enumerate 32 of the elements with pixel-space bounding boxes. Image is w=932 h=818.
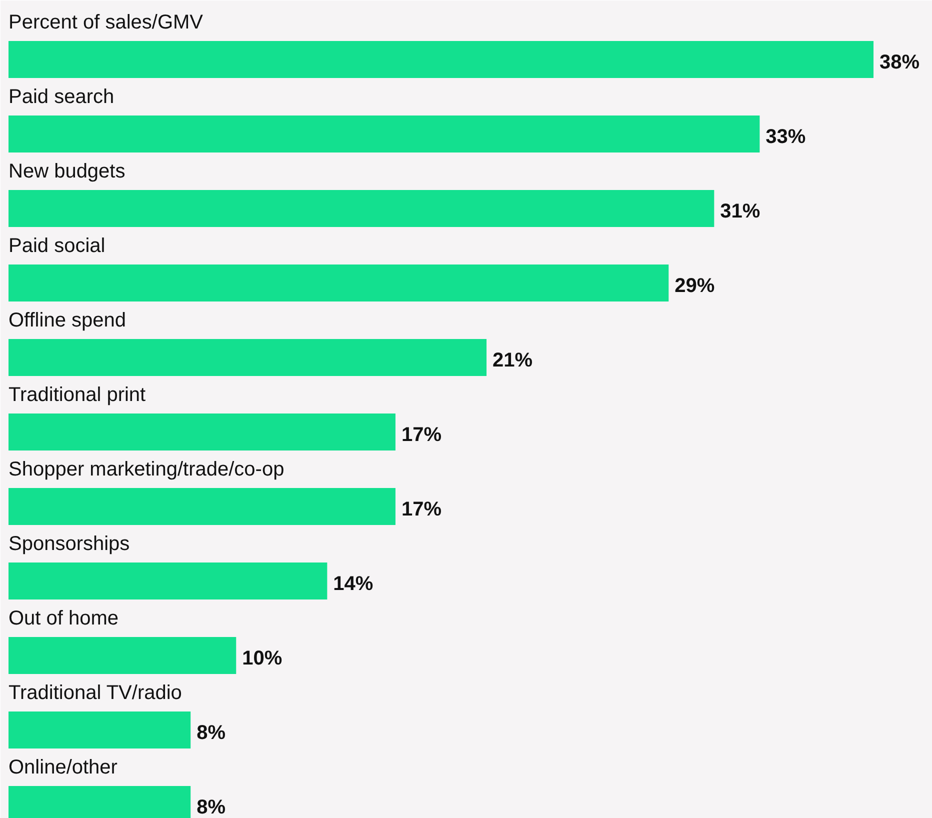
bar <box>8 712 191 748</box>
bar <box>8 488 396 525</box>
data-label: 31% <box>720 200 760 222</box>
y-tick-label: Traditional TV/radio <box>8 682 182 704</box>
y-tick-label: Paid social <box>8 234 106 257</box>
y-tick-label: Online/other <box>8 756 118 778</box>
data-label: 8% <box>196 796 226 818</box>
data-label: 17% <box>401 498 442 520</box>
y-tick-label: Out of home <box>8 607 119 630</box>
data-label: 29% <box>674 274 715 297</box>
y-tick-label: Offline spend <box>8 309 126 332</box>
bar <box>8 116 760 152</box>
data-label: 17% <box>401 424 442 446</box>
bar <box>8 339 487 376</box>
y-tick-label: New budgets <box>8 160 126 182</box>
data-label: 10% <box>242 647 282 670</box>
data-label: 38% <box>880 51 920 74</box>
y-tick-label: Percent of sales/GMV <box>8 11 204 34</box>
bar <box>8 264 669 302</box>
bar <box>8 637 236 674</box>
bar <box>8 190 714 227</box>
data-label: 33% <box>766 126 806 148</box>
data-label: 14% <box>333 572 374 595</box>
bar <box>8 414 396 450</box>
y-tick-label: Sponsorships <box>8 532 130 555</box>
bar <box>8 562 328 600</box>
y-tick-label: Shopper marketing/trade/co-op <box>8 458 284 480</box>
data-label: 21% <box>492 349 533 372</box>
data-label: 8% <box>196 722 226 744</box>
bar <box>8 41 874 78</box>
y-tick-label: Traditional print <box>8 384 146 406</box>
y-tick-label: Paid search <box>8 86 114 108</box>
